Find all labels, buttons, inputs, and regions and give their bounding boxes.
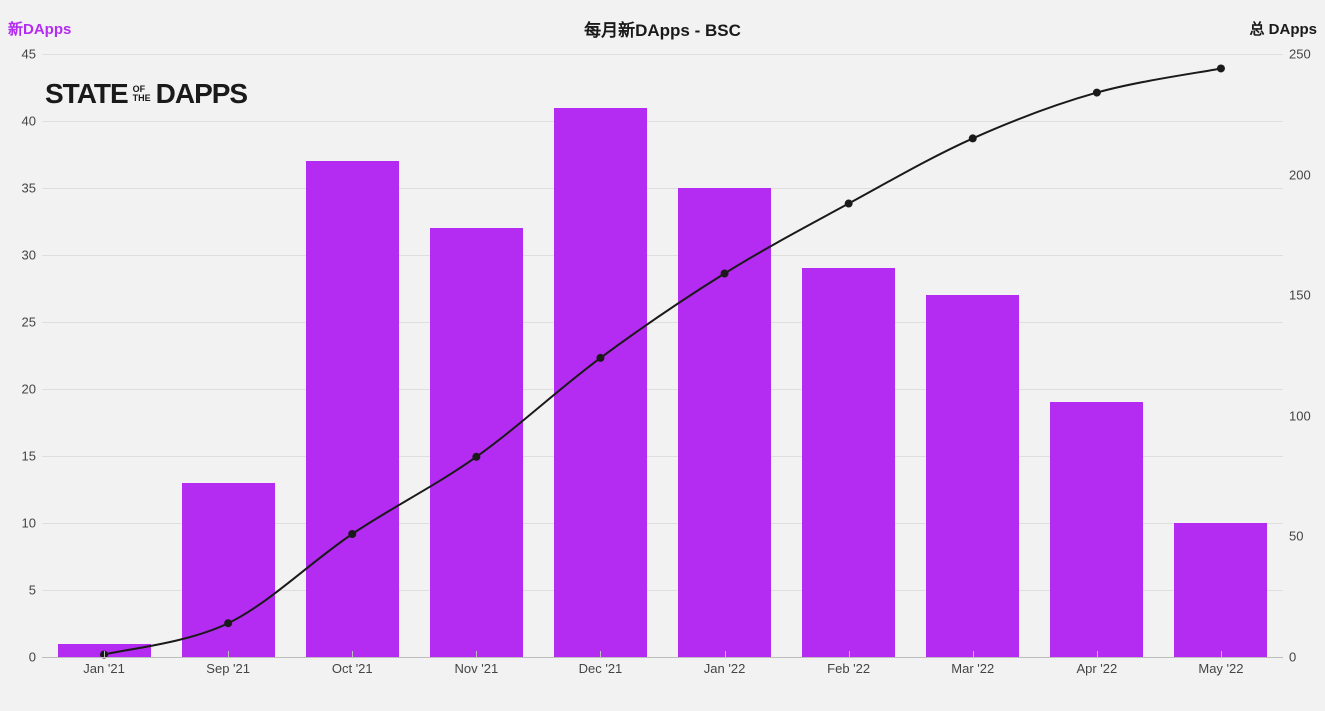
plot: 051015202530354045050100150200250 Jan '2… bbox=[42, 54, 1283, 681]
line-marker[interactable] bbox=[1217, 64, 1225, 72]
y-right-tick-label: 250 bbox=[1289, 47, 1321, 62]
x-tick-label: Oct '21 bbox=[332, 661, 373, 676]
x-tick bbox=[352, 651, 353, 657]
x-tick bbox=[973, 651, 974, 657]
y-right-tick-label: 50 bbox=[1289, 529, 1321, 544]
plot-area: 051015202530354045050100150200250 bbox=[42, 54, 1283, 657]
y-right-tick-label: 0 bbox=[1289, 650, 1321, 665]
y-right-tick-label: 100 bbox=[1289, 408, 1321, 423]
legend-new-dapps: 新DApps bbox=[8, 18, 71, 39]
chart-title: 每月新DApps - BSC bbox=[0, 16, 1325, 41]
y-left-tick-label: 10 bbox=[8, 516, 36, 531]
x-tick bbox=[849, 651, 850, 657]
line-marker[interactable] bbox=[472, 453, 480, 461]
line-marker[interactable] bbox=[224, 619, 232, 627]
y-left-tick-label: 0 bbox=[8, 650, 36, 665]
x-tick-label: Jan '22 bbox=[704, 661, 746, 676]
x-tick bbox=[725, 651, 726, 657]
x-tick-label: Feb '22 bbox=[827, 661, 870, 676]
y-left-tick-label: 5 bbox=[8, 583, 36, 598]
y-left-tick-label: 40 bbox=[8, 114, 36, 129]
x-tick-label: Nov '21 bbox=[455, 661, 499, 676]
line-marker[interactable] bbox=[596, 354, 604, 362]
x-tick bbox=[600, 651, 601, 657]
x-tick-label: Jan '21 bbox=[83, 661, 125, 676]
x-tick bbox=[1221, 651, 1222, 657]
y-left-tick-label: 20 bbox=[8, 382, 36, 397]
line-marker[interactable] bbox=[845, 200, 853, 208]
y-left-tick-label: 35 bbox=[8, 181, 36, 196]
y-left-tick-label: 45 bbox=[8, 47, 36, 62]
y-right-tick-label: 150 bbox=[1289, 288, 1321, 303]
x-tick bbox=[228, 651, 229, 657]
total-line[interactable] bbox=[104, 68, 1221, 654]
x-tick bbox=[104, 651, 105, 657]
x-tick-label: Dec '21 bbox=[579, 661, 623, 676]
y-left-tick-label: 30 bbox=[8, 248, 36, 263]
x-labels: Jan '21 Sep '21 Oct '21 Nov '21 Dec '21 Jan '… bbox=[42, 657, 1283, 681]
x-tick-label: May '22 bbox=[1198, 661, 1243, 676]
x-tick bbox=[1097, 651, 1098, 657]
line-marker[interactable] bbox=[721, 269, 729, 277]
y-left-tick-label: 25 bbox=[8, 315, 36, 330]
x-tick-label: Mar '22 bbox=[951, 661, 994, 676]
x-tick-label: Apr '22 bbox=[1076, 661, 1117, 676]
line-marker[interactable] bbox=[1093, 89, 1101, 97]
line-marker[interactable] bbox=[348, 530, 356, 538]
legend-total-dapps: 总 DApps bbox=[1249, 18, 1317, 39]
y-right-tick-label: 200 bbox=[1289, 167, 1321, 182]
line-layer bbox=[42, 54, 1283, 657]
line-marker[interactable] bbox=[969, 134, 977, 142]
x-tick bbox=[476, 651, 477, 657]
chart-root: 每月新DApps - BSC 新DApps 总 DApps STATE OF T… bbox=[0, 0, 1325, 711]
y-left-tick-label: 15 bbox=[8, 449, 36, 464]
x-tick-label: Sep '21 bbox=[206, 661, 250, 676]
